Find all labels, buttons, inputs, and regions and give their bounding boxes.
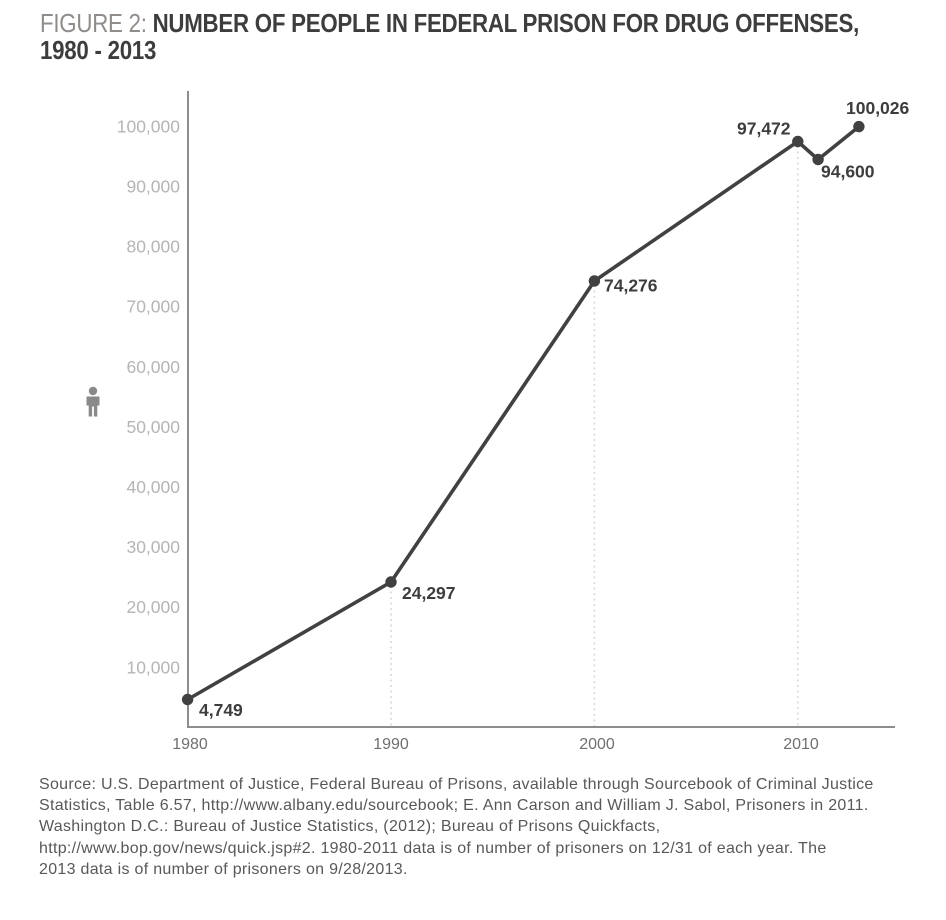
svg-text:1990: 1990 xyxy=(373,736,409,753)
svg-text:97,472: 97,472 xyxy=(737,119,791,139)
svg-text:2010: 2010 xyxy=(783,736,819,753)
svg-text:1980: 1980 xyxy=(172,736,208,753)
svg-text:100,026: 100,026 xyxy=(846,98,910,118)
svg-text:100,000: 100,000 xyxy=(117,116,181,136)
svg-text:24,297: 24,297 xyxy=(402,583,456,603)
svg-text:74,276: 74,276 xyxy=(604,276,658,296)
svg-text:50,000: 50,000 xyxy=(126,417,180,437)
svg-text:20,000: 20,000 xyxy=(126,597,180,617)
svg-text:30,000: 30,000 xyxy=(126,537,180,557)
svg-text:70,000: 70,000 xyxy=(126,297,180,317)
svg-text:90,000: 90,000 xyxy=(126,177,180,197)
svg-text:2000: 2000 xyxy=(579,736,615,753)
svg-text:80,000: 80,000 xyxy=(126,237,180,257)
svg-text:94,600: 94,600 xyxy=(821,162,875,182)
svg-text:60,000: 60,000 xyxy=(126,357,180,377)
svg-text:10,000: 10,000 xyxy=(126,657,180,677)
svg-text:40,000: 40,000 xyxy=(126,477,180,497)
svg-text:4,749: 4,749 xyxy=(199,700,243,720)
